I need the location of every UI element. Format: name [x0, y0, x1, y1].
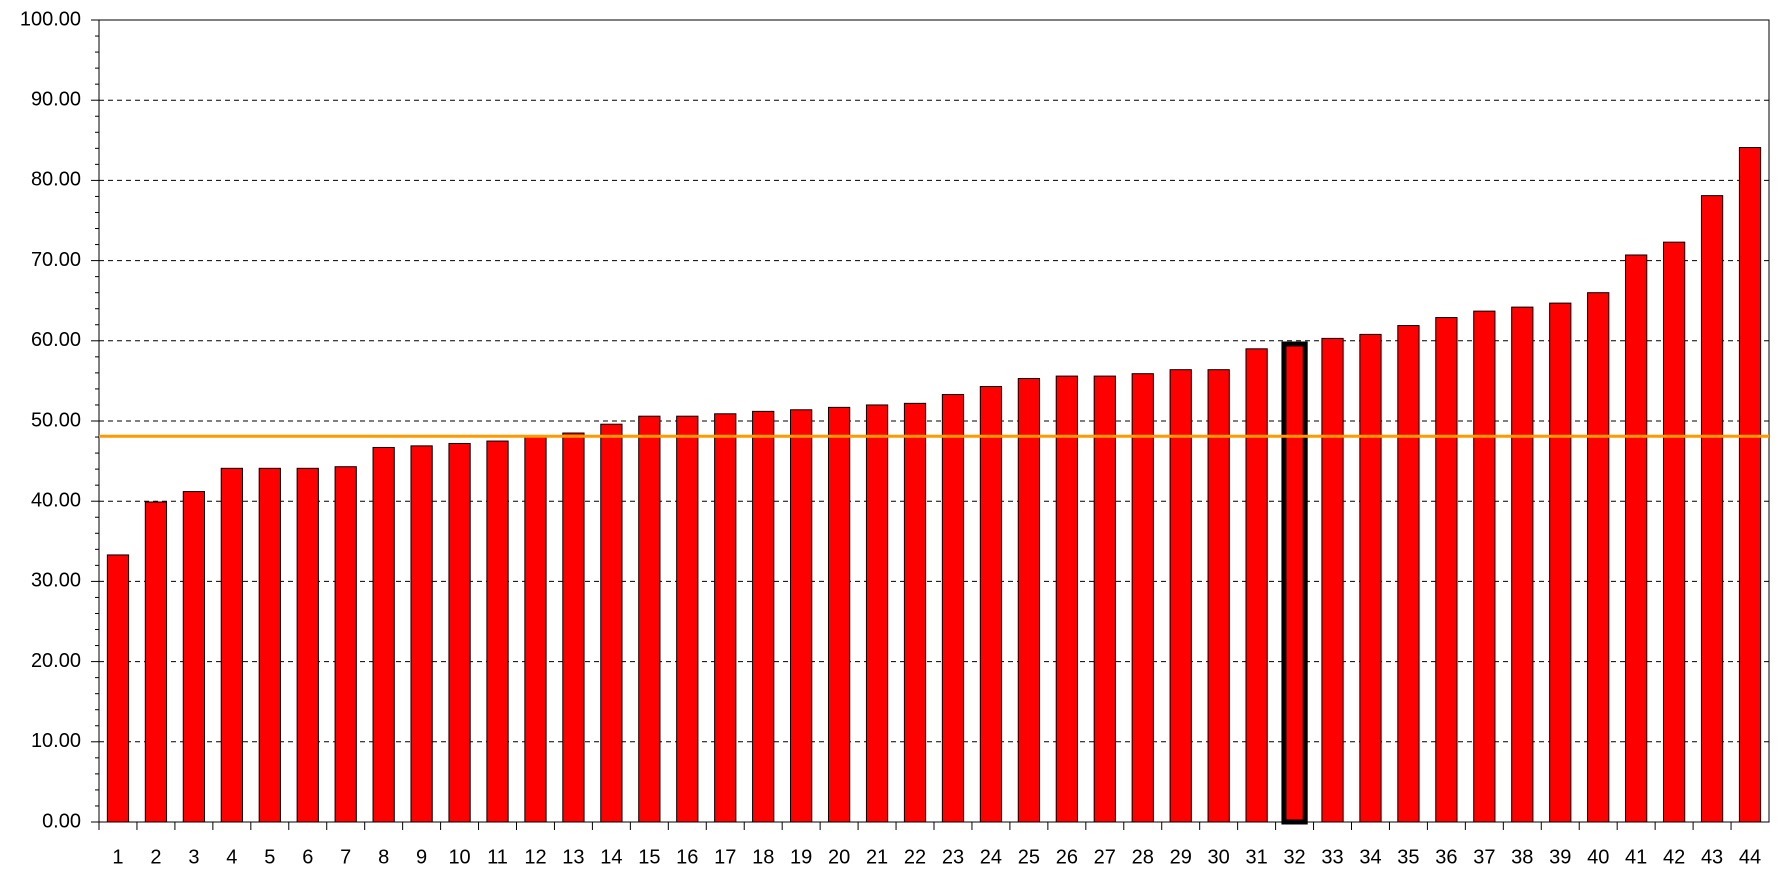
x-tick-label: 8	[378, 846, 389, 868]
x-tick-label: 36	[1435, 846, 1457, 868]
x-tick-label: 39	[1549, 846, 1571, 868]
bar	[1625, 254, 1648, 823]
bar	[1738, 147, 1762, 823]
x-tick-label: 27	[1094, 846, 1116, 868]
y-tick-label: 50.00	[31, 409, 81, 431]
y-tick-label: 60.00	[31, 329, 81, 351]
bar	[410, 445, 433, 823]
y-tick-label: 100.00	[20, 8, 81, 30]
y-tick-label: 40.00	[31, 489, 81, 511]
bar	[638, 415, 661, 823]
bar	[1587, 292, 1610, 823]
bar	[1435, 317, 1458, 823]
x-tick-label: 43	[1701, 846, 1723, 868]
x-tick-label: 9	[416, 846, 427, 868]
x-tick-label: 34	[1359, 846, 1381, 868]
y-tick-label: 90.00	[31, 88, 81, 110]
y-tick-label: 30.00	[31, 570, 81, 592]
bar	[827, 406, 851, 823]
x-tick-label: 30	[1208, 846, 1230, 868]
x-tick-label: 21	[866, 846, 888, 868]
bar	[1281, 341, 1308, 825]
bar	[258, 467, 281, 823]
x-tick-label: 2	[150, 846, 161, 868]
bar	[600, 423, 623, 823]
x-tick-label: 22	[904, 846, 926, 868]
bar	[1321, 337, 1344, 823]
x-tick-label: 14	[600, 846, 622, 868]
x-tick-label: 38	[1511, 846, 1533, 868]
x-tick-label: 28	[1132, 846, 1154, 868]
x-tick-label: 17	[714, 846, 736, 868]
y-tick-label: 20.00	[31, 650, 81, 672]
bar	[714, 413, 737, 823]
bar	[1662, 241, 1686, 823]
bar	[1397, 325, 1420, 823]
x-tick-label: 20	[828, 846, 850, 868]
x-tick-label: 40	[1587, 846, 1609, 868]
x-tick-label: 32	[1283, 846, 1305, 868]
bar	[1473, 310, 1496, 823]
x-tick-label: 16	[676, 846, 698, 868]
bar	[486, 440, 509, 823]
y-tick-label: 0.00	[42, 810, 81, 832]
x-tick-label: 42	[1663, 846, 1685, 868]
bar	[1055, 375, 1078, 823]
bar	[296, 467, 319, 823]
bar	[182, 491, 206, 823]
x-tick-label: 41	[1625, 846, 1647, 868]
bar	[1549, 302, 1572, 823]
x-tick-label: 31	[1245, 846, 1267, 868]
x-tick-label: 3	[188, 846, 199, 868]
bar	[676, 415, 699, 823]
bar	[334, 466, 357, 823]
bar	[1017, 377, 1041, 823]
x-tick-label: 10	[448, 846, 470, 868]
bar	[144, 501, 168, 823]
bar	[562, 432, 585, 823]
x-tick-label: 11	[487, 846, 508, 868]
bar	[903, 402, 927, 823]
bar	[979, 386, 1003, 823]
y-tick-label: 80.00	[31, 169, 81, 191]
bar	[1131, 373, 1154, 823]
x-tick-label: 35	[1397, 846, 1419, 868]
x-tick-label: 29	[1170, 846, 1192, 868]
bar	[372, 446, 395, 823]
x-tick-label: 6	[302, 846, 313, 868]
bar	[524, 435, 547, 823]
x-tick-label: 25	[1018, 846, 1040, 868]
bar	[1700, 195, 1724, 823]
bar	[1511, 306, 1534, 823]
x-tick-label: 44	[1739, 846, 1761, 868]
x-tick-label: 4	[226, 846, 237, 868]
x-tick-label: 13	[562, 846, 584, 868]
x-tick-label: 23	[942, 846, 964, 868]
x-tick-label: 12	[524, 846, 546, 868]
x-tick-label: 5	[264, 846, 275, 868]
bar	[1093, 375, 1116, 823]
y-tick-label: 70.00	[31, 249, 81, 271]
x-tick-label: 24	[980, 846, 1002, 868]
bar	[220, 467, 243, 823]
x-tick-label: 33	[1321, 846, 1343, 868]
x-tick-label: 1	[112, 846, 123, 868]
x-tick-label: 37	[1473, 846, 1495, 868]
x-tick-label: 18	[752, 846, 774, 868]
x-tick-label: 15	[638, 846, 660, 868]
bar	[1245, 348, 1268, 823]
bar	[865, 404, 889, 823]
x-tick-label: 19	[790, 846, 812, 868]
bar	[1359, 333, 1382, 823]
bar	[106, 554, 130, 823]
y-tick-label: 10.00	[31, 730, 81, 752]
x-tick-label: 26	[1056, 846, 1078, 868]
bar	[752, 410, 775, 823]
x-tick-label: 7	[340, 846, 351, 868]
bar	[790, 409, 813, 823]
bar	[448, 442, 471, 823]
bar	[941, 394, 965, 823]
